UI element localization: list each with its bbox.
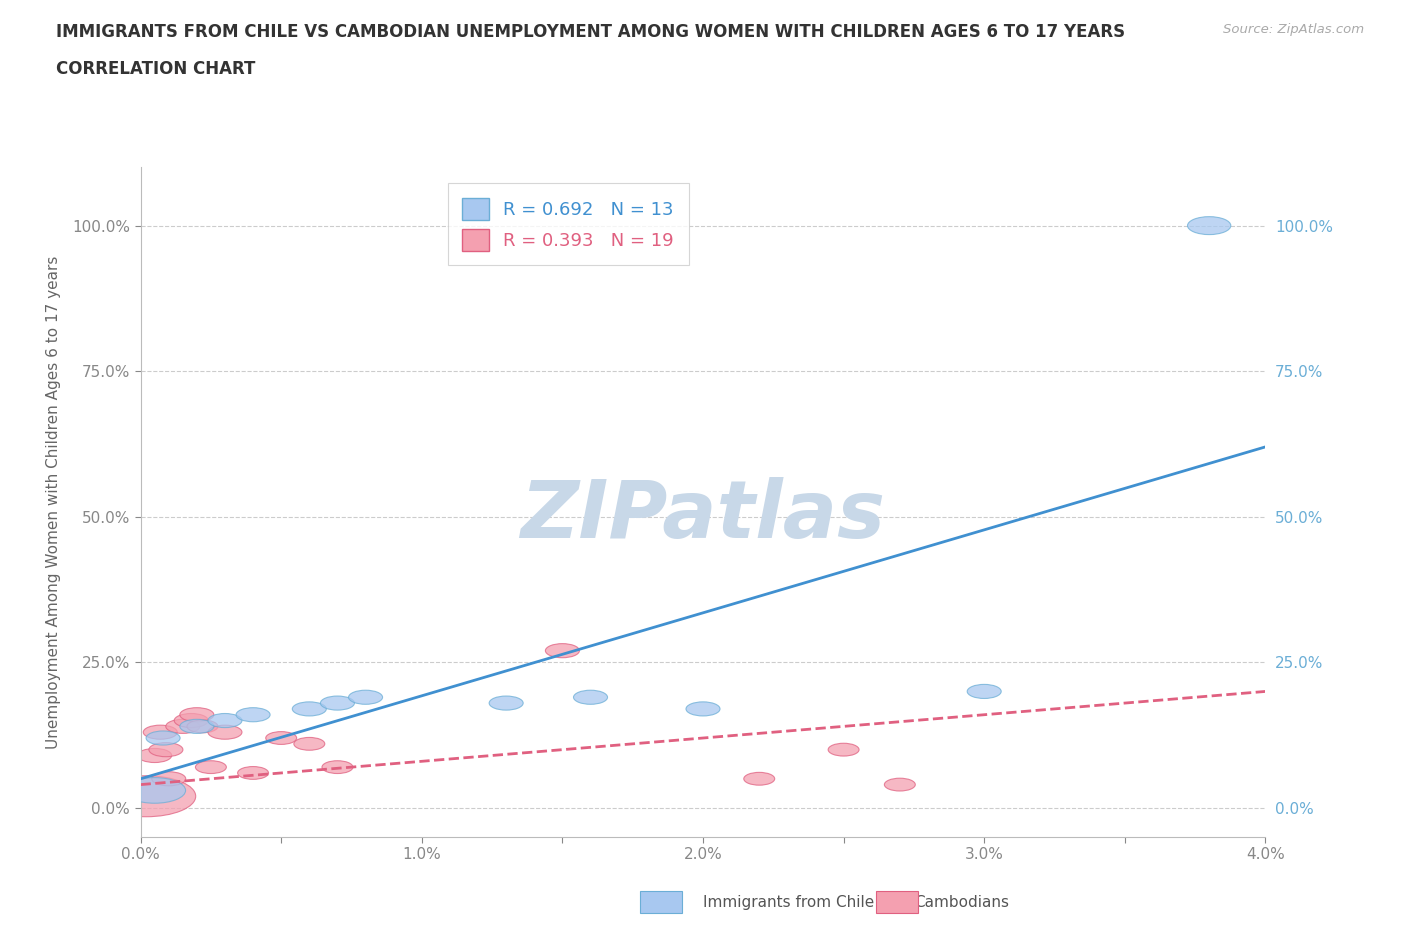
Ellipse shape: [238, 766, 269, 779]
Ellipse shape: [187, 720, 218, 733]
Ellipse shape: [152, 772, 186, 786]
Text: Cambodians: Cambodians: [914, 895, 1010, 910]
Ellipse shape: [1188, 217, 1230, 234]
Ellipse shape: [236, 708, 270, 722]
Ellipse shape: [195, 761, 226, 774]
Text: Immigrants from Chile: Immigrants from Chile: [703, 895, 875, 910]
Text: IMMIGRANTS FROM CHILE VS CAMBODIAN UNEMPLOYMENT AMONG WOMEN WITH CHILDREN AGES 6: IMMIGRANTS FROM CHILE VS CAMBODIAN UNEMP…: [56, 23, 1125, 41]
Ellipse shape: [174, 713, 208, 727]
Ellipse shape: [208, 713, 242, 727]
Text: CORRELATION CHART: CORRELATION CHART: [56, 60, 256, 78]
Ellipse shape: [828, 743, 859, 756]
Legend: R = 0.692   N = 13, R = 0.393   N = 19: R = 0.692 N = 13, R = 0.393 N = 19: [447, 183, 689, 265]
Ellipse shape: [322, 761, 353, 774]
Ellipse shape: [349, 690, 382, 704]
Ellipse shape: [574, 690, 607, 704]
Text: Source: ZipAtlas.com: Source: ZipAtlas.com: [1223, 23, 1364, 36]
Ellipse shape: [546, 644, 579, 658]
Ellipse shape: [967, 684, 1001, 698]
Y-axis label: Unemployment Among Women with Children Ages 6 to 17 years: Unemployment Among Women with Children A…: [46, 256, 60, 749]
Ellipse shape: [686, 702, 720, 716]
Ellipse shape: [266, 732, 297, 744]
Ellipse shape: [166, 719, 200, 734]
Ellipse shape: [180, 708, 214, 722]
Ellipse shape: [146, 731, 180, 745]
Ellipse shape: [124, 777, 186, 804]
Ellipse shape: [884, 778, 915, 791]
Ellipse shape: [97, 776, 195, 817]
Ellipse shape: [138, 749, 172, 763]
Ellipse shape: [744, 773, 775, 785]
Ellipse shape: [321, 696, 354, 711]
Text: ZIPatlas: ZIPatlas: [520, 476, 886, 554]
Ellipse shape: [208, 725, 242, 739]
Ellipse shape: [149, 743, 183, 757]
Ellipse shape: [489, 696, 523, 711]
Ellipse shape: [294, 737, 325, 751]
Ellipse shape: [180, 719, 214, 734]
Ellipse shape: [292, 702, 326, 716]
Ellipse shape: [143, 725, 177, 739]
